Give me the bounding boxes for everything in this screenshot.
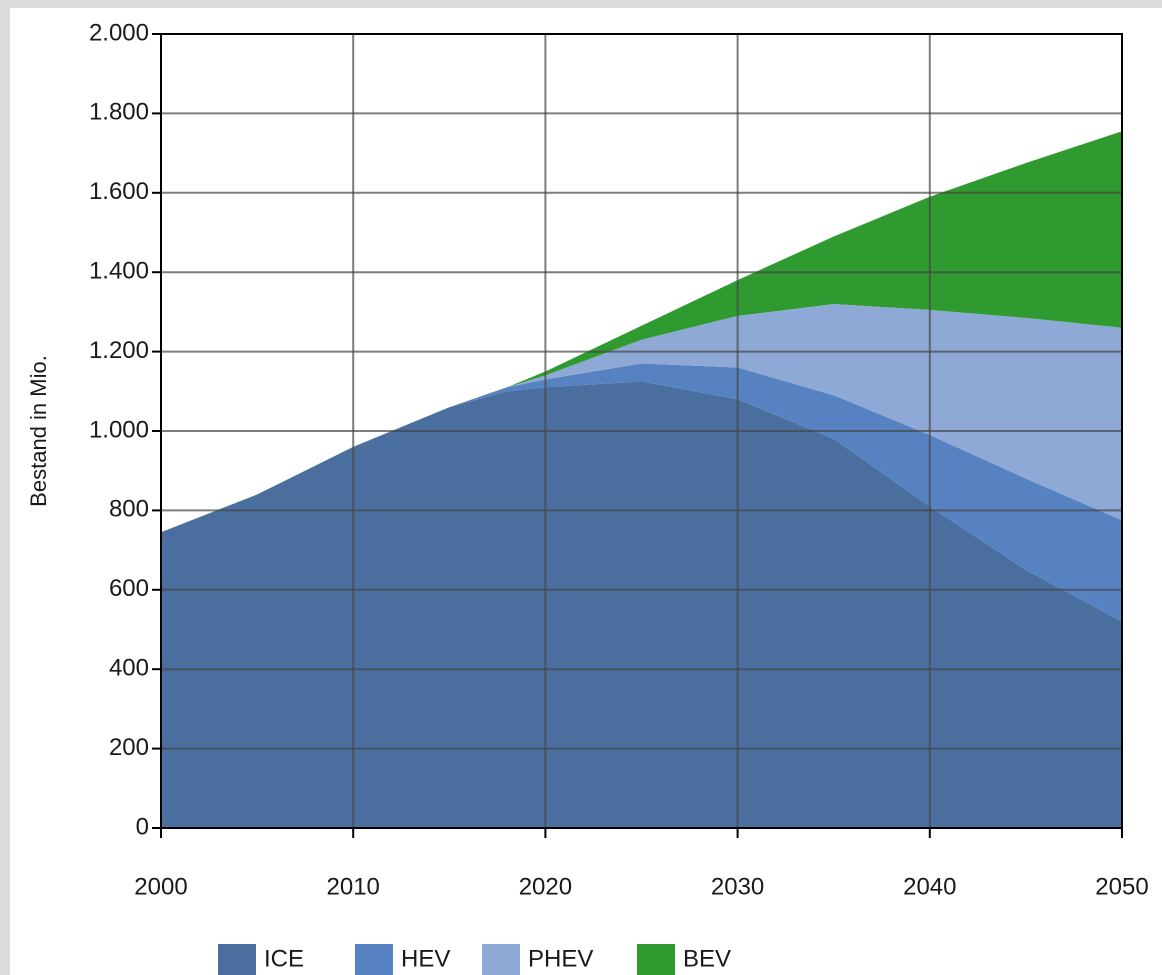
legend-label: BEV	[683, 945, 731, 972]
legend-swatch	[637, 944, 675, 975]
x-tick-label: 2030	[711, 873, 764, 900]
legend-label: PHEV	[528, 945, 593, 972]
y-tick-label: 600	[109, 575, 149, 602]
plot-frame	[160, 33, 1123, 829]
x-tick-label: 2020	[519, 873, 572, 900]
area	[161, 131, 1122, 533]
x-tick-label: 2000	[134, 873, 187, 900]
legend-label: ICE	[264, 945, 304, 972]
y-tick-label: 1.400	[89, 258, 149, 285]
y-tick-label: 2.000	[89, 19, 149, 46]
legend-swatch	[355, 944, 393, 975]
area	[161, 381, 1122, 828]
y-tick-label: 1.800	[89, 99, 149, 126]
x-tick-label: 2050	[1095, 873, 1148, 900]
legend-label: HEV	[401, 945, 450, 972]
y-tick-label: 0	[136, 813, 149, 840]
y-tick-label: 400	[109, 655, 149, 682]
area	[161, 363, 1122, 622]
legend-swatch	[218, 944, 256, 975]
y-tick-label: 1.600	[89, 178, 149, 205]
y-tick-label: 800	[109, 496, 149, 523]
x-tick-label: 2010	[327, 873, 380, 900]
y-tick-label: 200	[109, 734, 149, 761]
area	[161, 304, 1122, 533]
x-tick-label: 2040	[903, 873, 956, 900]
y-tick-label: 1.000	[89, 416, 149, 443]
y-tick-label: 1.200	[89, 337, 149, 364]
legend-swatch	[482, 944, 520, 975]
y-axis-label: Bestand in Mio.	[26, 355, 51, 507]
